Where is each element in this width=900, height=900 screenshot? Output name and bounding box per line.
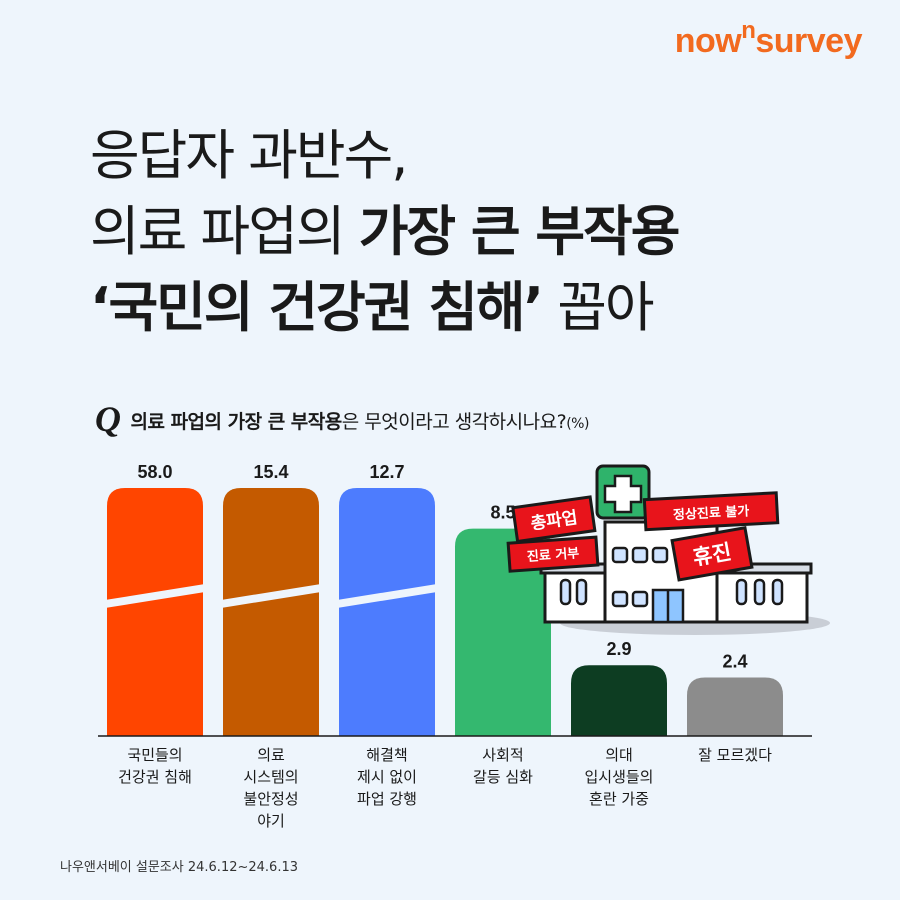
category-label-2: 해결책 — [366, 746, 407, 764]
axis-break-mark — [105, 584, 205, 608]
question-marker: Q — [95, 399, 121, 439]
data-label-5: 2.4 — [722, 651, 747, 671]
question-text: 은 무엇이라고 생각하시나요? — [341, 411, 567, 433]
category-label-4: 혼란 가중 — [589, 790, 649, 808]
headline-line-1: 응답자 과반수, — [90, 124, 408, 187]
svg-text:정상진료 불가: 정상진료 불가 — [673, 503, 750, 523]
category-label-2: 제시 없이 — [357, 768, 417, 786]
headline: 응답자 과반수, 의료 파업의 가장 큰 부작용 ‘국민의 건강권 침해’ 꼽아 — [90, 118, 680, 346]
category-label-4: 입시생들의 — [584, 768, 653, 786]
category-label-4: 의대 — [605, 746, 633, 764]
question-bold: 의료 파업의 가장 큰 부작용 — [130, 411, 343, 433]
category-label-1: 의료 — [257, 746, 285, 764]
category-label-2: 파업 강행 — [357, 790, 417, 808]
category-label-1: 야기 — [257, 812, 285, 830]
category-label-0: 건강권 침해 — [118, 768, 192, 786]
svg-text:진료 거부: 진료 거부 — [526, 545, 579, 565]
category-label-3: 갈등 심화 — [473, 768, 533, 786]
bar-3 — [455, 528, 551, 736]
data-label-3: 8.5 — [490, 503, 515, 523]
question-unit: (%) — [566, 416, 589, 432]
category-label-1: 불안정성 — [243, 790, 298, 808]
bar-0 — [107, 488, 203, 736]
headline-line-2: 의료 파업의 가장 큰 부작용 — [90, 200, 680, 263]
data-label-0: 58.0 — [137, 462, 172, 482]
data-label-4: 2.9 — [606, 639, 631, 659]
category-label-5: 잘 모르겠다 — [698, 746, 772, 764]
bar-5 — [687, 677, 783, 736]
category-label-3: 사회적 — [482, 746, 523, 764]
bar-2 — [339, 488, 435, 736]
survey-question: Q 의료 파업의 가장 큰 부작용은 무엇이라고 생각하시나요?(%) — [95, 398, 589, 440]
headline-line-3: ‘국민의 건강권 침해’ 꼽아 — [90, 276, 655, 339]
data-label-1: 15.4 — [253, 462, 288, 482]
axis-break-mark — [221, 584, 321, 608]
bar-4 — [571, 665, 667, 736]
axis-break-mark — [337, 584, 437, 608]
data-label-2: 12.7 — [369, 462, 404, 482]
source-note: 나우앤서베이 설문조사 24.6.12~24.6.13 — [60, 860, 298, 875]
bar-1 — [223, 488, 319, 736]
category-label-1: 시스템의 — [243, 768, 298, 786]
category-label-0: 국민들의 — [127, 746, 182, 764]
brand-logo: nownsurvey — [674, 17, 863, 60]
hospital-strike-illustration: 총파업 정상진료 불가 진료 거부 휴진 — [506, 464, 830, 635]
